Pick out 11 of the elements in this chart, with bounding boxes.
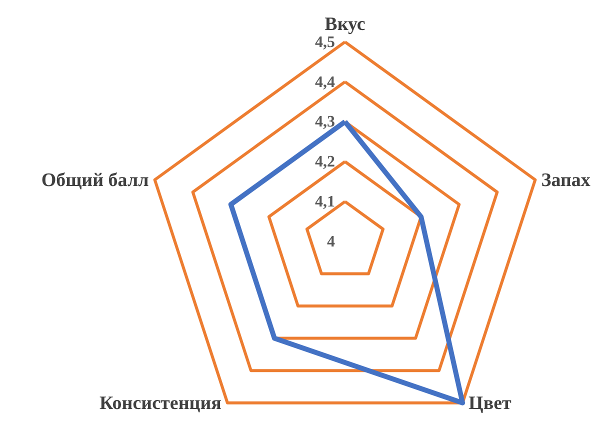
y-tick-label: 4,2 xyxy=(315,154,335,171)
y-tick-label: 4,1 xyxy=(315,194,335,211)
y-tick-label: 4,5 xyxy=(315,34,335,51)
spoke-label: Вкус xyxy=(324,14,366,35)
spoke-label: Запах xyxy=(541,170,591,191)
y-tick-label: 4,4 xyxy=(315,74,335,91)
y-tick-label: 4,3 xyxy=(315,114,335,131)
y-tick-label: 4 xyxy=(327,233,335,250)
spoke-label: Общий балл xyxy=(41,170,150,191)
spoke-label: Консистенция xyxy=(99,392,222,414)
spoke-label: Цвет xyxy=(468,392,512,414)
